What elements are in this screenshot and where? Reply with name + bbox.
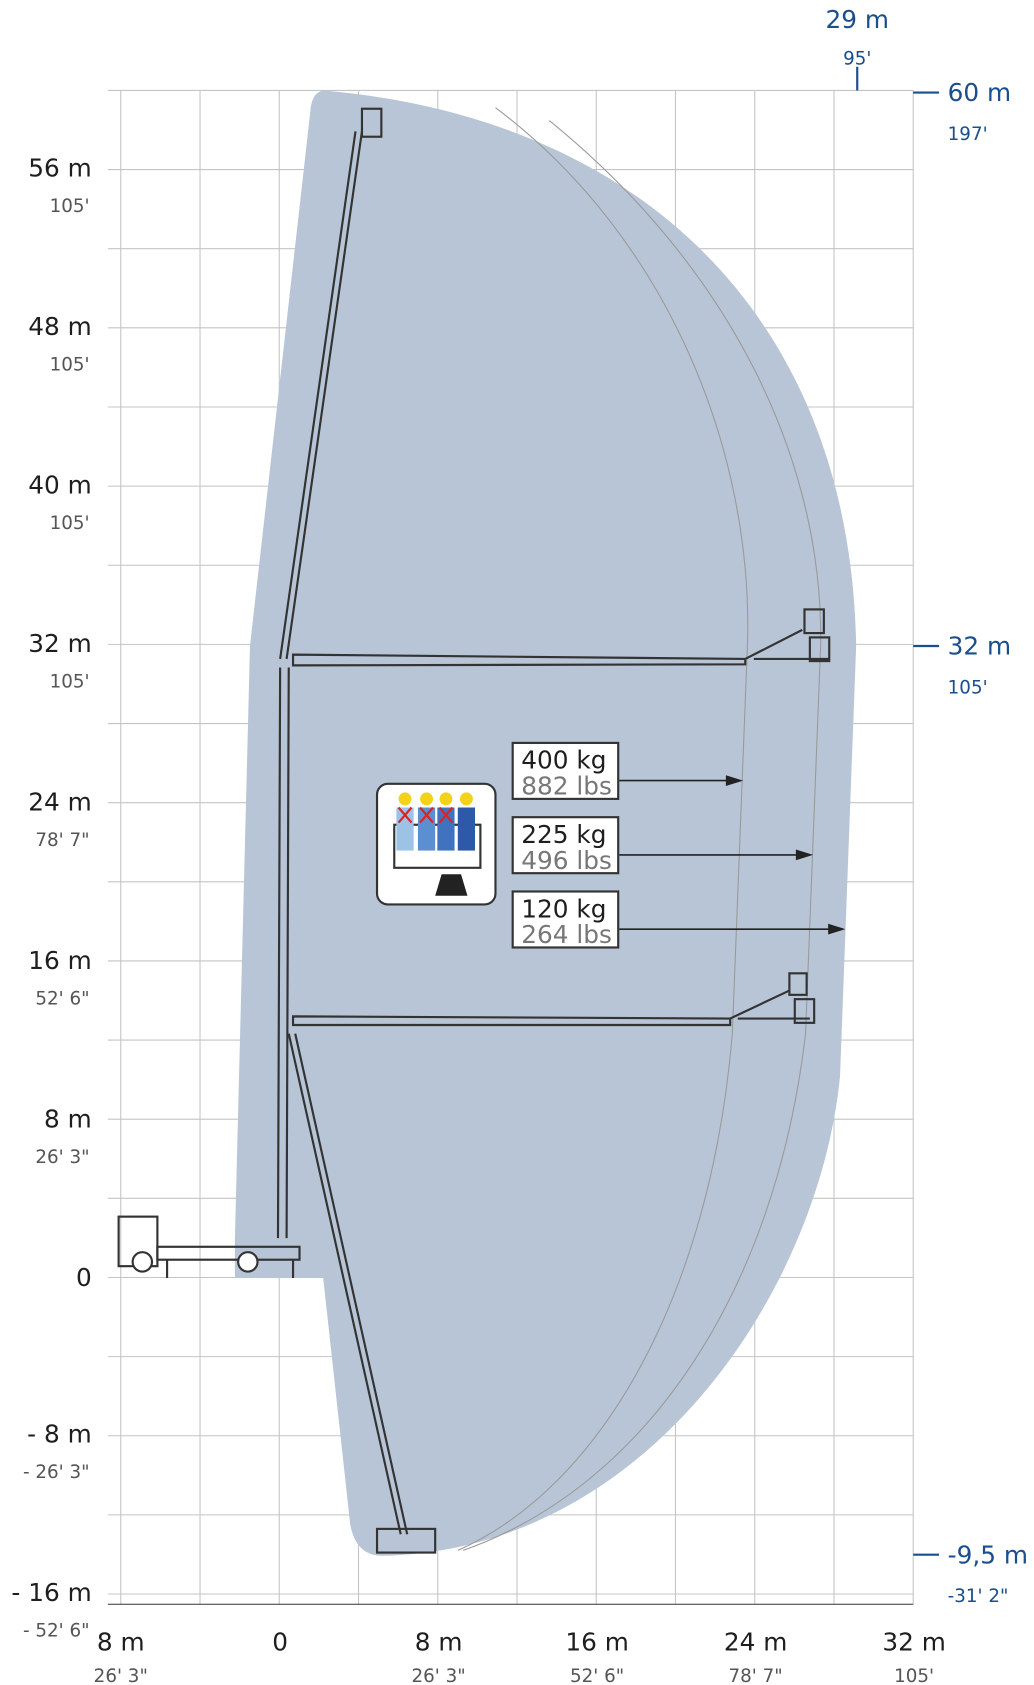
load-box	[511, 741, 620, 800]
load-lbs: 882 lbs	[521, 772, 612, 801]
truck	[117, 1215, 301, 1279]
y-tick-label: - 16 m	[11, 1578, 91, 1607]
labels: 56 m 105' 48 m 105' 40 m 105' 32 m 105' 24 m 78' …	[11, 5, 1028, 1685]
right-tick-label: 32 m	[948, 632, 1011, 661]
x-tick-label: 24 m	[724, 1628, 787, 1657]
y-tick-label: - 8 m	[27, 1419, 92, 1448]
y-tick-label: 48 m	[28, 312, 91, 341]
y-tick-sublabel: 105'	[50, 513, 90, 534]
right-tick-sublabel: -31' 2"	[948, 1586, 1009, 1607]
reach-arc	[462, 120, 822, 1551]
y-tick-label: 40 m	[28, 471, 91, 500]
load-arrowhead	[795, 849, 814, 861]
x-tick-sublabel: 105'	[894, 1666, 934, 1685]
load-kg: 400 kg	[521, 746, 606, 775]
y-tick-label: 32 m	[28, 629, 91, 658]
top-marker-sublabel: 95'	[843, 49, 871, 70]
y-tick-sublabel: 105'	[50, 672, 90, 693]
x-tick-label: 32 m	[882, 1628, 945, 1657]
x-tick-sublabel: 26' 3"	[94, 1666, 148, 1685]
x-tick-label: 8 m	[415, 1628, 463, 1657]
right-tick-sublabel: 105'	[948, 677, 988, 698]
load-kg: 120 kg	[521, 894, 606, 923]
y-tick-sublabel: - 52' 6"	[23, 1620, 90, 1641]
top-marker-label: 29 m	[825, 5, 888, 34]
y-tick-sublabel: 105'	[50, 196, 90, 217]
reach-arc	[457, 107, 749, 1551]
y-tick-sublabel: 105'	[50, 355, 90, 376]
y-tick-label: 24 m	[28, 788, 91, 817]
load-lbs: 496 lbs	[521, 846, 612, 875]
right-tick-label: 60 m	[948, 78, 1011, 107]
y-tick-sublabel: 78' 7"	[35, 830, 89, 851]
load-arrowhead	[828, 923, 846, 935]
x-tick-label: 8 m	[97, 1628, 145, 1657]
x-tick-sublabel: 52' 6"	[570, 1666, 624, 1685]
load-box	[511, 816, 620, 875]
y-tick-label: 56 m	[28, 154, 91, 183]
load-kg: 225 kg	[521, 820, 606, 849]
right-tick-label: -9,5 m	[948, 1540, 1028, 1569]
right-tick-sublabel: 197'	[948, 124, 988, 145]
load-lbs: 264 lbs	[521, 920, 612, 949]
y-tick-label: 16 m	[28, 946, 91, 975]
x-tick-label: 16 m	[565, 1628, 628, 1657]
x-tick-label: 0	[272, 1628, 288, 1657]
y-tick-sublabel: 52' 6"	[35, 989, 89, 1010]
platform-icon	[375, 782, 497, 906]
y-tick-sublabel: 26' 3"	[35, 1147, 89, 1168]
y-tick-sublabel: - 26' 3"	[23, 1462, 90, 1483]
y-tick-label: 8 m	[44, 1104, 92, 1133]
load-arrowhead	[725, 775, 744, 786]
y-tick-label: 0	[76, 1263, 92, 1292]
x-tick-sublabel: 78' 7"	[728, 1666, 782, 1685]
boom-drawing	[276, 107, 831, 1554]
x-tick-sublabel: 26' 3"	[412, 1666, 466, 1685]
load-box	[511, 890, 620, 949]
